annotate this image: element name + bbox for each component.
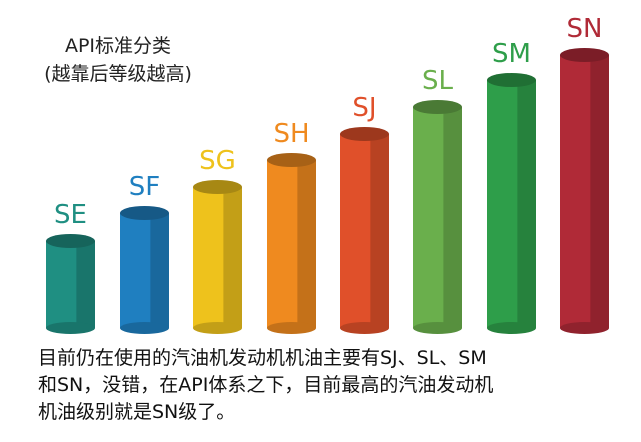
grade-label: SG xyxy=(199,146,236,176)
cylinder-shade xyxy=(76,241,95,328)
cylinder-shade xyxy=(223,187,242,328)
cylinder-shade xyxy=(590,55,609,328)
cylinder-top xyxy=(120,206,169,220)
cylinder-top xyxy=(487,73,536,87)
cylinder-shade xyxy=(443,107,462,328)
cylinder-top xyxy=(267,153,316,167)
cylinder-base xyxy=(120,322,169,334)
grade-label: SL xyxy=(422,66,454,96)
cylinder-shade xyxy=(150,213,169,328)
title-line: API标准分类 xyxy=(65,35,171,57)
grade-label: SH xyxy=(273,119,309,149)
cylinder-shade xyxy=(297,160,316,328)
cylinder-shade xyxy=(517,80,536,328)
cylinder-base xyxy=(340,322,389,334)
cylinder-top xyxy=(46,234,95,248)
caption-line: 目前仍在使用的汽油机发动机机油主要有SJ、SL、SM xyxy=(38,347,487,369)
grade-label: SN xyxy=(567,14,603,44)
cylinder-top xyxy=(193,180,242,194)
grade-label: SJ xyxy=(352,93,376,123)
caption-line: 机油级别就是SN级了。 xyxy=(38,401,235,423)
caption-line: 和SN，没错，在API体系之下，目前最高的汽油发动机 xyxy=(38,374,493,396)
cylinder-base xyxy=(267,322,316,334)
cylinder-shade xyxy=(370,134,389,328)
cylinder-base xyxy=(560,322,609,334)
grade-label: SM xyxy=(492,39,531,69)
cylinder-base xyxy=(487,322,536,334)
cylinder-top xyxy=(413,100,462,114)
grade-label: SE xyxy=(54,200,87,230)
grade-label: SF xyxy=(129,172,160,202)
cylinders: SE SF SG SH SJ SL SM SN xyxy=(46,14,609,334)
cylinder-base xyxy=(46,322,95,334)
cylinder-base xyxy=(193,322,242,334)
title-line: (越靠后等级越高) xyxy=(44,63,192,85)
cylinder-base xyxy=(413,322,462,334)
cylinder-top xyxy=(560,48,609,62)
cylinder-top xyxy=(340,127,389,141)
